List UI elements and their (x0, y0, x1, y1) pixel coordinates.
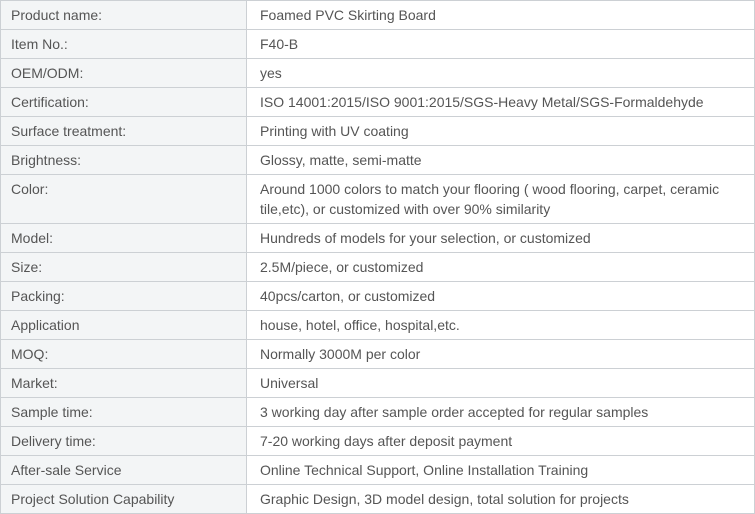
row-label-certification: Certification: (0, 87, 247, 117)
row-value-oem-odm: yes (246, 58, 755, 88)
row-value-brightness: Glossy, matte, semi-matte (246, 145, 755, 175)
row-value-color: Around 1000 colors to match your floorin… (246, 174, 755, 224)
row-label-market: Market: (0, 368, 247, 398)
row-label-surface-treatment: Surface treatment: (0, 116, 247, 146)
row-label-model: Model: (0, 223, 247, 253)
row-value-surface-treatment: Printing with UV coating (246, 116, 755, 146)
table-row: Sample time: 3 working day after sample … (0, 397, 755, 427)
row-label-application: Application (0, 310, 247, 340)
row-label-brightness: Brightness: (0, 145, 247, 175)
table-row: Certification: ISO 14001:2015/ISO 9001:2… (0, 87, 755, 117)
row-label-oem-odm: OEM/ODM: (0, 58, 247, 88)
table-row: Color: Around 1000 colors to match your … (0, 174, 755, 224)
table-row: Delivery time: 7-20 working days after d… (0, 426, 755, 456)
table-row: Product name: Foamed PVC Skirting Board (0, 0, 755, 30)
table-row: Brightness: Glossy, matte, semi-matte (0, 145, 755, 175)
table-row: Packing: 40pcs/carton, or customized (0, 281, 755, 311)
row-label-moq: MOQ: (0, 339, 247, 369)
row-value-project-solution-capability: Graphic Design, 3D model design, total s… (246, 484, 755, 514)
row-label-packing: Packing: (0, 281, 247, 311)
table-row: Size: 2.5M/piece, or customized (0, 252, 755, 282)
row-value-packing: 40pcs/carton, or customized (246, 281, 755, 311)
table-row: Application house, hotel, office, hospit… (0, 310, 755, 340)
row-value-product-name: Foamed PVC Skirting Board (246, 0, 755, 30)
table-row: Model: Hundreds of models for your selec… (0, 223, 755, 253)
row-label-color: Color: (0, 174, 247, 224)
row-value-application: house, hotel, office, hospital,etc. (246, 310, 755, 340)
table-row: OEM/ODM: yes (0, 58, 755, 88)
row-value-delivery-time: 7-20 working days after deposit payment (246, 426, 755, 456)
row-label-size: Size: (0, 252, 247, 282)
row-value-after-sale-service: Online Technical Support, Online Install… (246, 455, 755, 485)
table-row: Item No.: F40-B (0, 29, 755, 59)
table-row: MOQ: Normally 3000M per color (0, 339, 755, 369)
row-label-after-sale-service: After-sale Service (0, 455, 247, 485)
table-row: Project Solution Capability Graphic Desi… (0, 484, 755, 514)
row-label-sample-time: Sample time: (0, 397, 247, 427)
table-row: After-sale Service Online Technical Supp… (0, 455, 755, 485)
row-label-delivery-time: Delivery time: (0, 426, 247, 456)
table-row: Market: Universal (0, 368, 755, 398)
row-value-certification: ISO 14001:2015/ISO 9001:2015/SGS-Heavy M… (246, 87, 755, 117)
row-value-market: Universal (246, 368, 755, 398)
row-label-project-solution-capability: Project Solution Capability (0, 484, 247, 514)
row-value-sample-time: 3 working day after sample order accepte… (246, 397, 755, 427)
table-row: Surface treatment: Printing with UV coat… (0, 116, 755, 146)
row-value-moq: Normally 3000M per color (246, 339, 755, 369)
row-value-model: Hundreds of models for your selection, o… (246, 223, 755, 253)
row-value-item-no: F40-B (246, 29, 755, 59)
row-value-size: 2.5M/piece, or customized (246, 252, 755, 282)
row-label-item-no: Item No.: (0, 29, 247, 59)
row-label-product-name: Product name: (0, 0, 247, 30)
